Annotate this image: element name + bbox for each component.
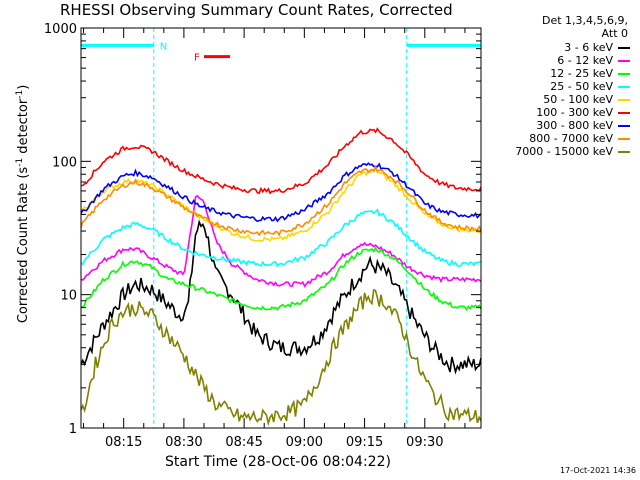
legend-swatch [618, 124, 630, 127]
annotation-label: N [160, 41, 167, 52]
legend-entry: 25 - 50 keV [480, 80, 630, 93]
legend-label: 3 - 6 keV [564, 41, 613, 54]
series-line [80, 219, 482, 375]
legend-label: 800 - 7000 keV [529, 132, 613, 145]
x-axis-label: Start Time (28-Oct-06 08:04:22) [165, 454, 391, 470]
axis-ticks: 1 10 100 1000 08:15 08:30 08:45 09:00 09:15 09:30 [44, 22, 481, 450]
x-tick-label: 09:00 [286, 435, 323, 450]
legend-header: Det 1,3,4,5,6,9, Att 0 [520, 14, 628, 40]
series-line [80, 246, 482, 311]
legend-entry: 12 - 25 keV [480, 67, 630, 80]
x-tick-label: 09:15 [346, 435, 383, 450]
legend-label: 100 - 300 keV [536, 106, 613, 119]
legend-label: 6 - 12 keV [557, 54, 613, 67]
legend-entry: 50 - 100 keV [480, 93, 630, 106]
legend-label: 12 - 25 keV [550, 67, 613, 80]
legend-swatch [618, 59, 630, 62]
legend-entry: 300 - 800 keV [480, 119, 630, 132]
legend-label: 300 - 800 keV [536, 119, 613, 132]
series-line [81, 127, 482, 195]
plot-frame [80, 27, 482, 429]
series-line [80, 164, 482, 237]
y-tick-label: 100 [52, 155, 77, 170]
vertical-markers [80, 28, 482, 428]
legend-swatch [618, 85, 630, 88]
legend-label: 25 - 50 keV [550, 80, 613, 93]
y-tick-label: 1000 [44, 22, 77, 37]
legend-header-line-2: Att 0 [601, 27, 628, 40]
y-tick-label: 1 [69, 422, 77, 437]
x-tick-label: 08:15 [105, 435, 142, 450]
annotation-bars: NF [81, 41, 481, 64]
series-line [80, 162, 482, 223]
legend-entry: 100 - 300 keV [480, 106, 630, 119]
series-line [80, 194, 482, 288]
x-tick-label: 08:30 [165, 435, 202, 450]
legend-entry: 6 - 12 keV [480, 54, 630, 67]
y-tick-label: 10 [60, 289, 77, 304]
legend: 3 - 6 keV 6 - 12 keV 12 - 25 keV 25 - 50 ke… [480, 41, 630, 158]
x-tick-label: 08:45 [225, 435, 262, 450]
legend-swatch [618, 150, 630, 153]
legend-label: 50 - 100 keV [543, 93, 613, 106]
legend-label: 7000 - 15000 keV [515, 145, 613, 158]
timestamp: 17-Oct-2021 14:36 [560, 466, 636, 475]
x-tick-label: 09:30 [406, 435, 443, 450]
annotation-label: F [194, 53, 200, 64]
series-layer [80, 127, 482, 427]
legend-header-line-1: Det 1,3,4,5,6,9, [541, 14, 628, 27]
series-line [80, 288, 482, 427]
legend-swatch [618, 72, 630, 75]
series-line [80, 208, 482, 268]
legend-swatch [618, 46, 630, 49]
legend-entry: 7000 - 15000 keV [480, 145, 630, 158]
chart-title: RHESSI Observing Summary Count Rates, Co… [60, 1, 453, 19]
legend-swatch [618, 98, 630, 101]
legend-entry: 800 - 7000 keV [480, 132, 630, 145]
y-axis-label: Corrected Count Rate (s-1 detector-1) [14, 84, 32, 324]
legend-swatch [618, 137, 630, 140]
legend-entry: 3 - 6 keV [480, 41, 630, 54]
legend-swatch [618, 111, 630, 114]
